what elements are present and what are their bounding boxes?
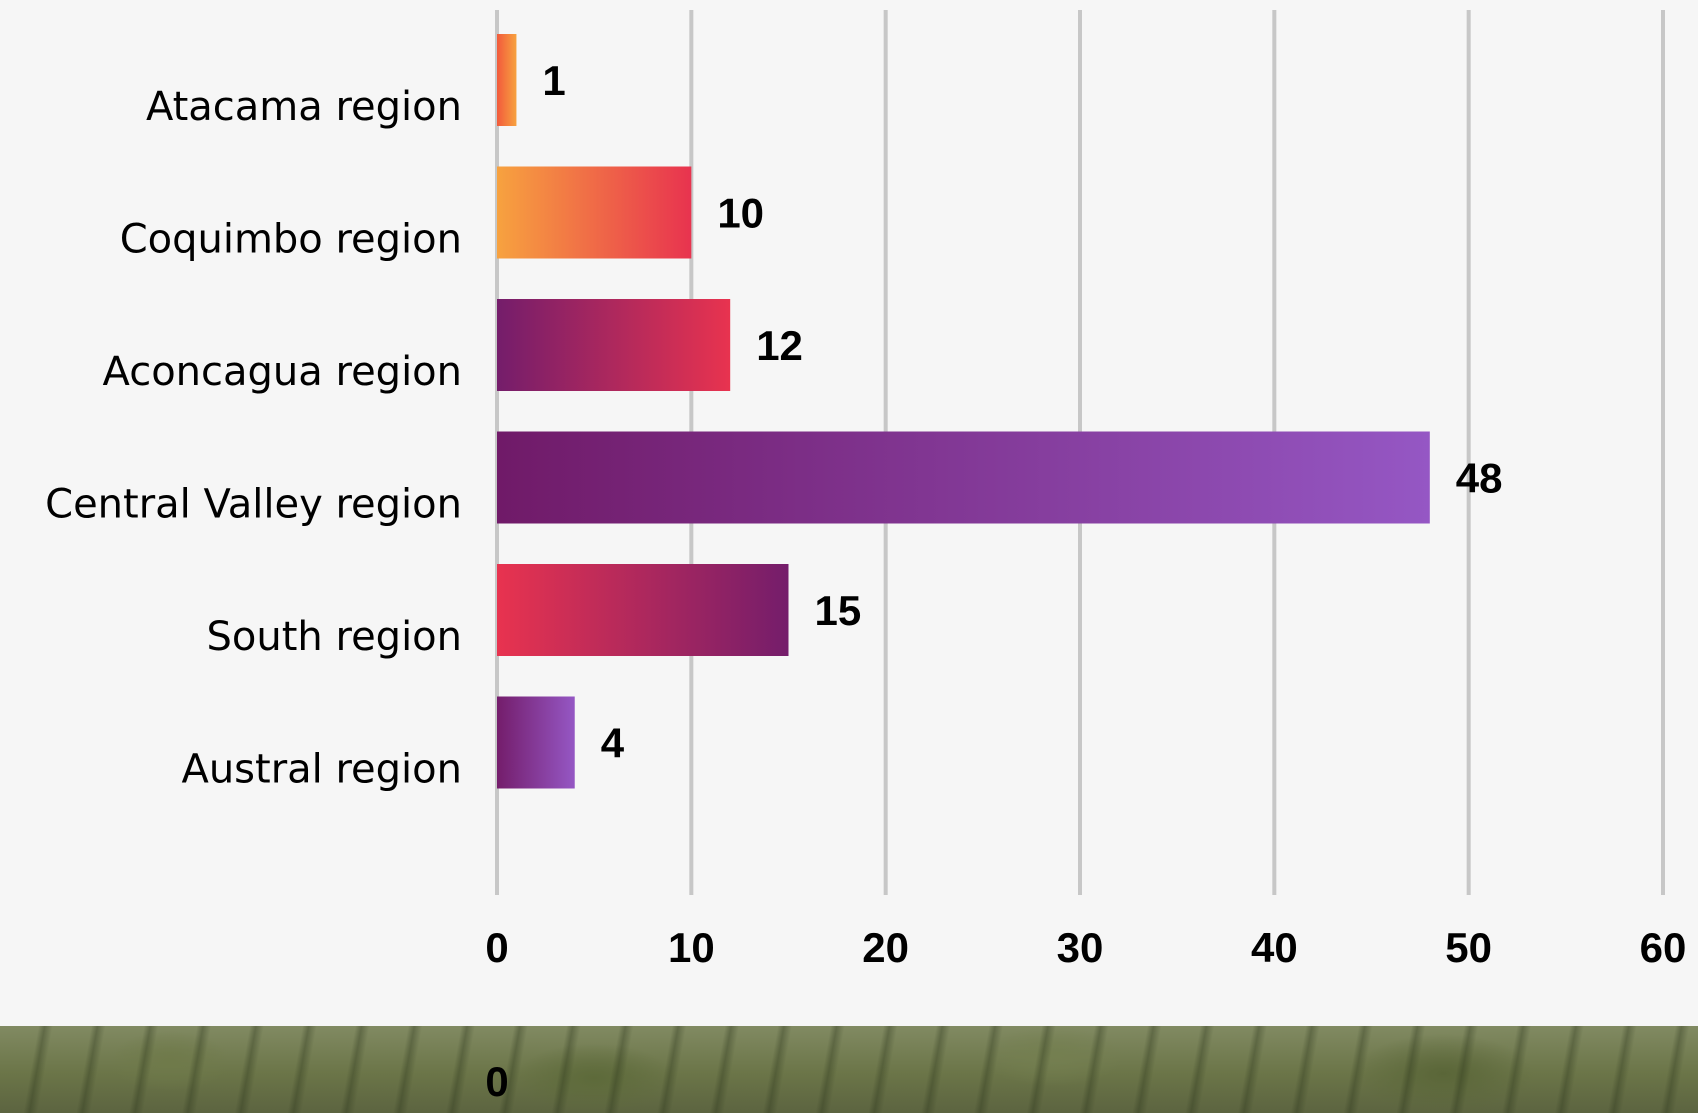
x-tick-label: 20: [862, 924, 909, 971]
value-label: 48: [1456, 455, 1503, 502]
x-tick-label-repeat: 0: [485, 1058, 509, 1105]
bar-south-region: [497, 564, 789, 656]
category-label: Atacama region: [146, 84, 462, 130]
category-label: South region: [207, 614, 462, 660]
x-tick-label: 10: [668, 924, 715, 971]
x-tick-label: 40: [1251, 924, 1298, 971]
category-label: Coquimbo region: [120, 217, 462, 263]
bar-aconcagua-region: [497, 299, 731, 391]
bar-chart: 0 10 20 30 40 50 60 Atacama region 1 Coquimbo reg…: [45, 10, 1686, 971]
category-label: Aconcagua region: [103, 349, 462, 395]
value-label: 10: [717, 190, 764, 237]
bar-central-valley-region: [497, 431, 1430, 524]
category-label: Austral region: [181, 747, 462, 793]
x-tick-label: 30: [1057, 924, 1104, 971]
value-label: 4: [601, 720, 625, 767]
x-tick-label: 0: [485, 924, 508, 971]
bar-coquimbo-region: [497, 166, 692, 259]
x-tick-label: 50: [1445, 924, 1492, 971]
category-label: Central Valley region: [45, 482, 462, 528]
bars: [497, 34, 1430, 789]
bar-austral-region: [497, 696, 575, 789]
value-label: 1: [542, 57, 565, 104]
bar-atacama-region: [497, 34, 517, 126]
vineyard-photo-strip: [0, 1026, 1698, 1113]
labels: 0 10 20 30 40 50 60 Atacama region 1 Coquimbo reg…: [45, 57, 1686, 971]
value-label: 15: [815, 587, 862, 634]
value-label: 12: [756, 322, 803, 369]
x-tick-label: 60: [1640, 924, 1687, 971]
